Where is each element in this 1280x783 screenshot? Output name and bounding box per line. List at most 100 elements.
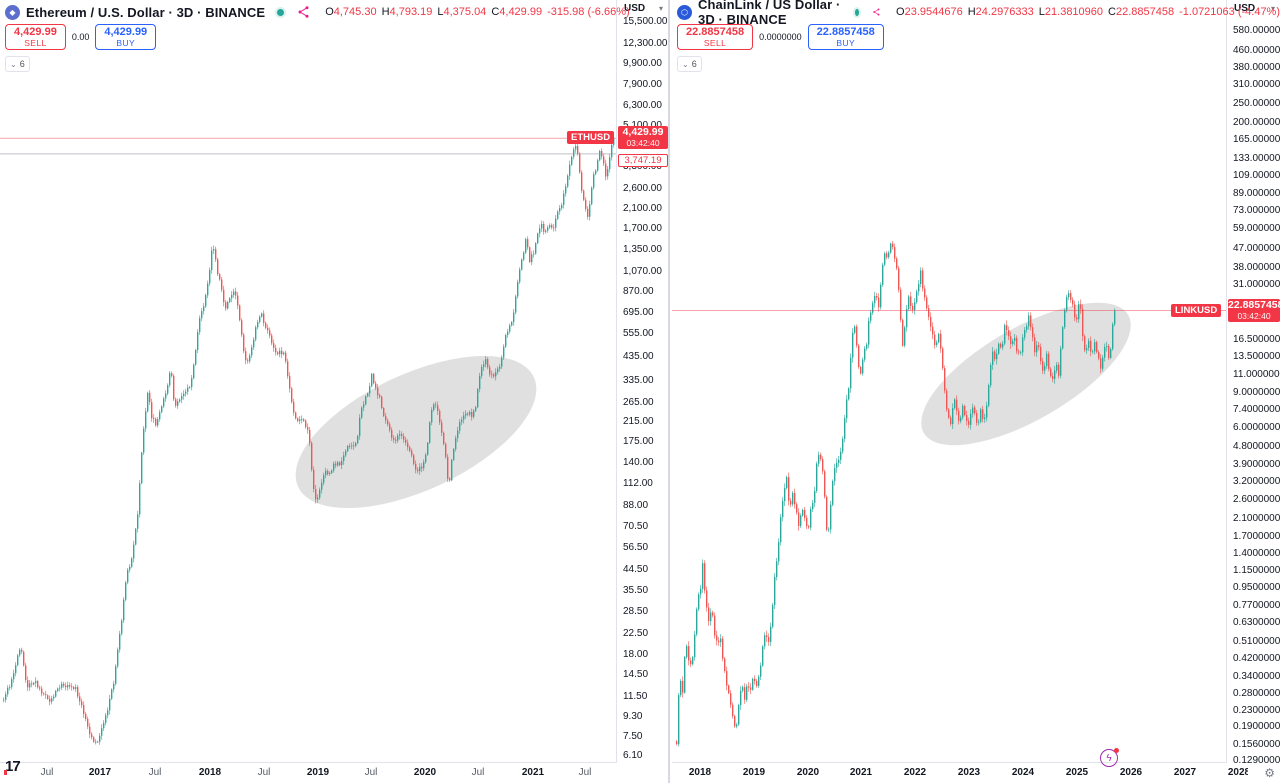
time-tick-label: Jul <box>40 767 54 778</box>
price-tick-label: 12,300.00 <box>623 38 668 49</box>
price-tick-label: 555.00 <box>623 328 654 339</box>
price-tick-label: 73.0000000 <box>1233 205 1280 216</box>
price-tick-label: 215.00 <box>623 416 654 427</box>
eth-sell-button[interactable]: 4,429.99 SELL <box>5 24 66 51</box>
price-tick-label: 250.0000000 <box>1233 98 1280 109</box>
eth-alert-price-label[interactable]: 3,747.19 <box>618 154 668 167</box>
time-tick-label: 2021 <box>521 767 545 778</box>
link-price-axis[interactable]: USD ▾ 22.8857458 03:42:40 720.0000000580… <box>1226 0 1280 766</box>
eth-spread-value: 0.00 <box>71 32 90 43</box>
price-tick-label: 9,900.00 <box>623 58 662 69</box>
price-tick-label: 0.3400000 <box>1233 671 1280 682</box>
chainlink-logo-icon: ⬡ <box>677 4 692 20</box>
price-tick-label: 47.0000000 <box>1233 243 1280 254</box>
time-tick-label: 2023 <box>957 767 981 778</box>
annotation-ellipse[interactable] <box>901 275 1151 473</box>
price-tick-label: 11.0000000 <box>1233 369 1280 380</box>
bar-countdown: 03:42:40 <box>1237 311 1271 321</box>
price-tick-label: 15,500.00 <box>623 16 668 27</box>
price-tick-label: 4.8000000 <box>1233 441 1280 452</box>
eth-symbol-title[interactable]: Ethereum / U.S. Dollar · 3D · BINANCE <box>26 4 266 20</box>
price-tick-label: 435.00 <box>623 351 654 362</box>
share-icon[interactable] <box>873 6 880 18</box>
share-icon[interactable] <box>298 6 309 18</box>
time-tick-label: 2024 <box>1011 767 1035 778</box>
price-tick-label: 9.30 <box>623 711 643 722</box>
price-tick-label: 44.50 <box>623 564 649 575</box>
tradingview-logo[interactable]: 17 <box>4 758 21 775</box>
price-tick-label: 0.2300000 <box>1233 705 1280 716</box>
eth-currency-dropdown[interactable]: USD ▾ <box>617 0 669 17</box>
price-tick-label: 2.1000000 <box>1233 513 1280 524</box>
price-tick-label: 0.5100000 <box>1233 636 1280 647</box>
price-tick-label: 265.00 <box>623 397 654 408</box>
eth-current-price-label: 4,429.99 03:42:40 <box>618 126 668 149</box>
chart-pane-linkusd[interactable]: ⬡ ChainLink / US Dollar · 3D · BINANCE O… <box>672 0 1280 783</box>
price-tick-label: 2,600.00 <box>623 183 662 194</box>
boost-marker-icon[interactable]: ϟ <box>1100 748 1119 767</box>
market-status-icon[interactable] <box>277 8 285 16</box>
price-tick-label: 59.0000000 <box>1233 223 1280 234</box>
time-tick-label: Jul <box>578 767 592 778</box>
time-tick-label: 2027 <box>1173 767 1197 778</box>
time-tick-label: 2022 <box>903 767 927 778</box>
price-tick-label: 2,100.00 <box>623 203 662 214</box>
time-tick-label: 2019 <box>306 767 330 778</box>
price-tick-label: 35.50 <box>623 585 649 596</box>
price-tick-label: 6.10 <box>623 750 643 761</box>
price-tick-label: 1,070.00 <box>623 266 662 277</box>
price-tick-label: 9.0000000 <box>1233 387 1280 398</box>
time-tick-label: 2020 <box>796 767 820 778</box>
price-tick-label: 0.9500000 <box>1233 582 1280 593</box>
price-tick-label: 1.4000000 <box>1233 548 1280 559</box>
link-sell-button[interactable]: 22.8857458 SELL <box>677 24 754 51</box>
link-currency-dropdown[interactable]: USD ▾ <box>1227 0 1280 17</box>
price-tick-label: 31.0000000 <box>1233 279 1280 290</box>
price-tick-label: 0.1560000 <box>1233 739 1280 750</box>
price-tick-label: 2.6000000 <box>1233 494 1280 505</box>
price-tick-label: 11.50 <box>623 691 648 702</box>
price-tick-label: 580.0000000 <box>1233 25 1280 36</box>
price-tick-label: 0.2800000 <box>1233 688 1280 699</box>
price-tick-label: 0.1900000 <box>1233 721 1280 732</box>
price-tick-label: 18.00 <box>623 649 649 660</box>
eth-indicators-collapse-button[interactable]: ⌄ 6 <box>5 56 30 73</box>
link-price-line-symbol-tag: LINKUSD <box>1171 304 1222 317</box>
price-tick-label: 112.00 <box>623 478 653 489</box>
link-symbol-title[interactable]: ChainLink / US Dollar · 3D · BINANCE <box>698 0 841 27</box>
price-tick-label: 5,100.00 <box>623 120 662 131</box>
price-tick-label: 1,350.00 <box>623 244 662 255</box>
pane-divider[interactable] <box>668 0 670 783</box>
price-tick-label: 0.7700000 <box>1233 600 1280 611</box>
eth-candlestick-plot[interactable] <box>0 0 616 763</box>
time-tick-label: 2026 <box>1119 767 1143 778</box>
price-tick-label: 3.9000000 <box>1233 459 1280 470</box>
link-time-axis[interactable]: 2018 2019 2020 2021 2022 2023 2024 2025 2026 2027… <box>672 762 1248 783</box>
price-tick-label: 7.4000000 <box>1233 404 1280 415</box>
price-tick-label: 460.0000000 <box>1233 45 1280 56</box>
annotation-ellipse[interactable] <box>274 324 559 539</box>
chevron-down-icon: ⌄ <box>682 59 689 69</box>
link-buy-button[interactable]: 22.8857458 BUY <box>807 24 884 51</box>
chart-pane-ethusd[interactable]: ◆ Ethereum / U.S. Dollar · 3D · BINANCE … <box>0 0 669 783</box>
price-tick-label: 88.00 <box>623 500 649 511</box>
price-tick-label: 3.2000000 <box>1233 476 1280 487</box>
time-tick-label: Jul <box>364 767 378 778</box>
time-tick-label: 2017 <box>88 767 112 778</box>
change-value: -315.98 (-6.66%) <box>547 6 630 18</box>
market-status-icon[interactable] <box>854 8 860 16</box>
link-candlestick-plot[interactable] <box>672 0 1226 763</box>
time-tick-label: 2021 <box>849 767 873 778</box>
price-tick-label: 870.00 <box>623 286 654 297</box>
eth-buy-button[interactable]: 4,429.99 BUY <box>95 24 157 51</box>
price-tick-label: 70.50 <box>623 521 649 532</box>
price-tick-label: 310.0000000 <box>1233 79 1280 90</box>
link-current-price-label: 22.8857458 03:42:40 <box>1228 299 1280 322</box>
price-tick-label: 0.1290000 <box>1233 755 1280 766</box>
time-axis-settings-gear-icon[interactable]: ⚙ <box>1264 766 1275 780</box>
price-tick-label: 56.50 <box>623 542 649 553</box>
eth-price-axis[interactable]: USD ▾ 4,429.99 03:42:40 3,747.19 15,500.… <box>616 0 669 763</box>
price-tick-label: 175.00 <box>623 436 654 447</box>
link-indicators-collapse-button[interactable]: ⌄ 6 <box>677 56 702 73</box>
eth-time-axis[interactable]: Jul 2017 Jul 2018 Jul 2019 Jul 2020 Jul 2021 Jul <box>0 762 668 783</box>
